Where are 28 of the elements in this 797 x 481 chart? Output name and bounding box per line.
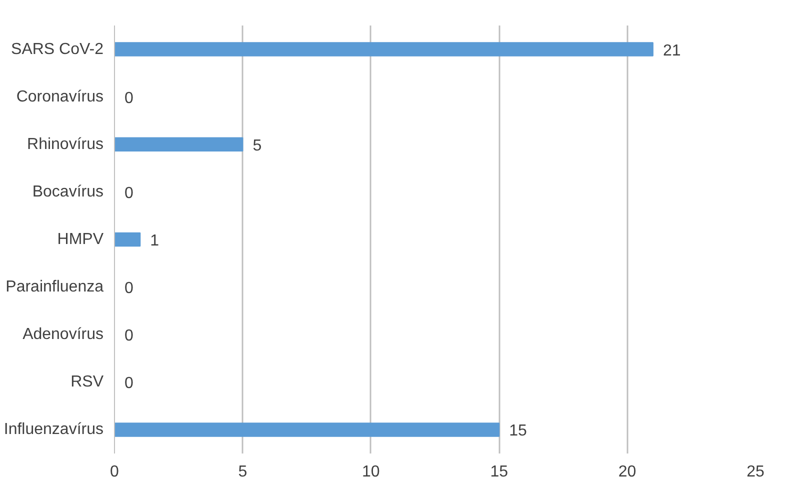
x-tick-label: 0 [110,464,120,480]
y-tick-label: Parainfluenza [6,278,104,296]
bar [114,137,244,152]
data-label: 0 [124,375,134,392]
x-tick-label: 15 [490,464,508,480]
data-label: 15 [509,422,527,440]
data-label: 0 [124,328,134,345]
data-label: 0 [124,280,134,298]
data-label: 21 [662,42,681,60]
y-tick-label: Coronavírus [16,88,104,106]
y-tick-label: Influenzavírus [4,421,104,438]
data-label: 1 [150,232,160,250]
x-tick-label: 20 [618,464,636,480]
y-tick-label: SARS CoV-2 [11,40,104,58]
x-tick-label: 10 [362,464,380,480]
y-tick-label: HMPV [57,231,104,248]
x-tick-label: 25 [746,464,764,480]
bar [114,232,141,247]
bar [114,422,500,437]
data-label: 0 [124,184,134,202]
y-tick-label: Bocavírus [32,183,104,200]
y-tick-label: Adenovírus [22,326,104,344]
x-tick-label: 5 [238,464,248,480]
data-label: 0 [124,90,134,107]
bar [114,42,654,56]
y-tick-label: RSV [70,374,104,391]
data-label: 5 [252,137,262,154]
y-tick-label: Rhinovírus [27,136,104,153]
